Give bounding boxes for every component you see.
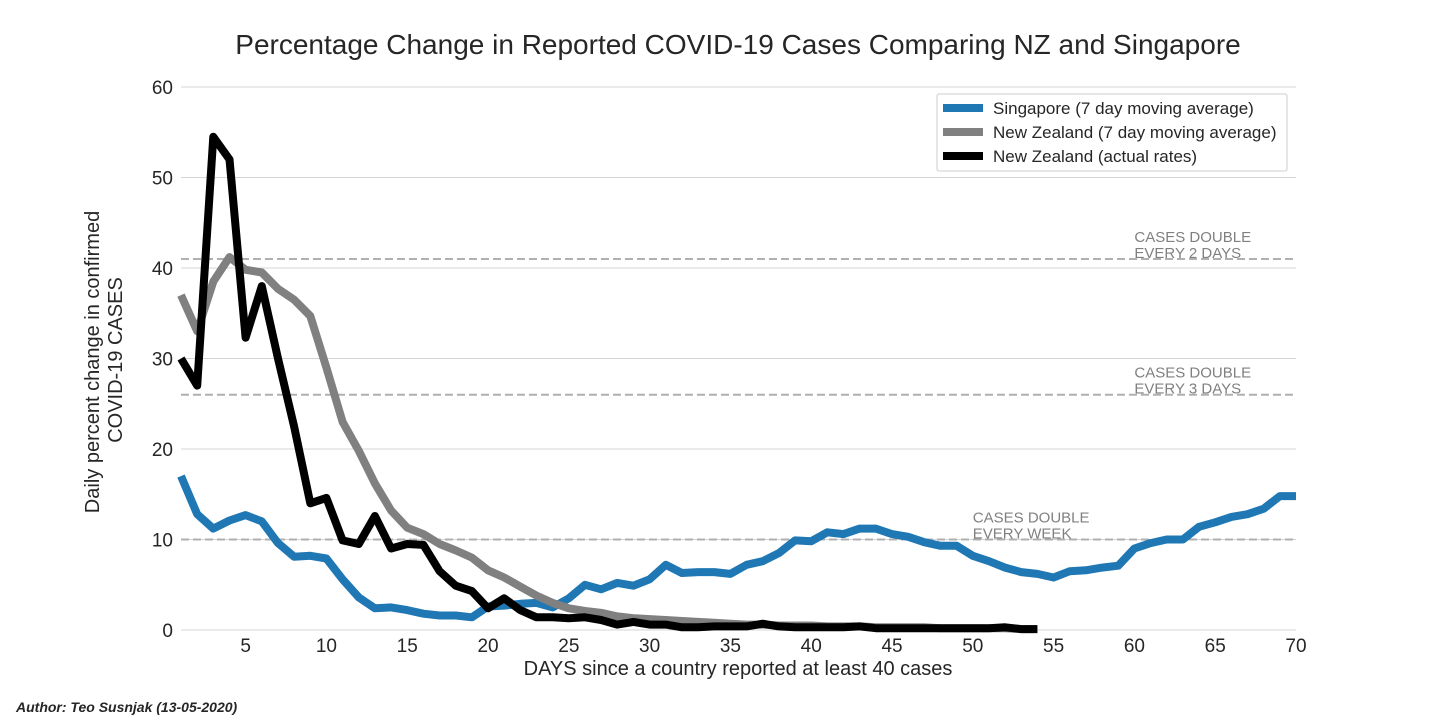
y-axis-label-line2: COVID-19 CASES xyxy=(105,277,127,443)
x-tick-label: 10 xyxy=(316,636,337,657)
y-axis-label-line1: Daily percent change in confirmed xyxy=(82,211,104,513)
reference-label-line1: CASES DOUBLE xyxy=(973,510,1090,527)
series-line-2 xyxy=(177,132,1038,634)
x-tick-label: 25 xyxy=(558,636,579,657)
y-tick-label: 0 xyxy=(162,621,173,642)
series-line-1 xyxy=(177,253,1038,634)
author-credit: Author: Teo Susnjak (13-05-2020) xyxy=(16,699,238,715)
reference-label-line2: EVERY 2 DAYS xyxy=(1134,245,1241,262)
y-tick-label: 60 xyxy=(152,78,173,99)
legend-entry: New Zealand (actual rates) xyxy=(993,147,1197,166)
reference-label-line1: CASES DOUBLE xyxy=(1134,229,1251,246)
x-tick-label: 15 xyxy=(397,636,418,657)
x-tick-label: 45 xyxy=(881,636,902,657)
y-tick-label: 30 xyxy=(152,350,173,371)
legend-box xyxy=(936,93,1288,172)
x-tick-label: 5 xyxy=(240,636,251,657)
y-tick-label: 40 xyxy=(152,259,173,280)
x-tick-label: 60 xyxy=(1124,636,1145,657)
y-axis-ticks: 0 10 20 30 40 50 60 xyxy=(152,78,173,642)
y-tick-label: 20 xyxy=(152,440,173,461)
x-tick-label: 50 xyxy=(962,636,983,657)
reference-label-line2: EVERY 3 DAYS xyxy=(1134,381,1241,398)
legend-entry: Singapore (7 day moving average) xyxy=(993,99,1254,118)
legend-entry: New Zealand (7 day moving average) xyxy=(993,123,1276,142)
y-tick-label: 50 xyxy=(152,169,173,190)
series-lines xyxy=(177,132,1296,634)
x-tick-label: 65 xyxy=(1205,636,1226,657)
x-tick-label: 35 xyxy=(720,636,741,657)
y-tick-label: 10 xyxy=(152,531,173,552)
series-line-0 xyxy=(177,474,1296,622)
x-tick-label: 20 xyxy=(477,636,498,657)
x-axis-ticks: 5 10 15 20 25 30 35 40 45 50 55 60 65 70 xyxy=(240,636,1306,657)
legend: Singapore (7 day moving average) New Zeal… xyxy=(936,93,1288,172)
x-tick-label: 40 xyxy=(801,636,822,657)
reference-label-line1: CASES DOUBLE xyxy=(1134,365,1251,382)
x-axis-label: DAYS since a country reported at least 4… xyxy=(524,658,953,680)
chart-title: Percentage Change in Reported COVID-19 C… xyxy=(235,29,1240,60)
reference-label-line2: EVERY WEEK xyxy=(973,526,1072,543)
x-tick-label: 30 xyxy=(639,636,660,657)
x-tick-label: 70 xyxy=(1285,636,1306,657)
x-tick-label: 55 xyxy=(1043,636,1064,657)
